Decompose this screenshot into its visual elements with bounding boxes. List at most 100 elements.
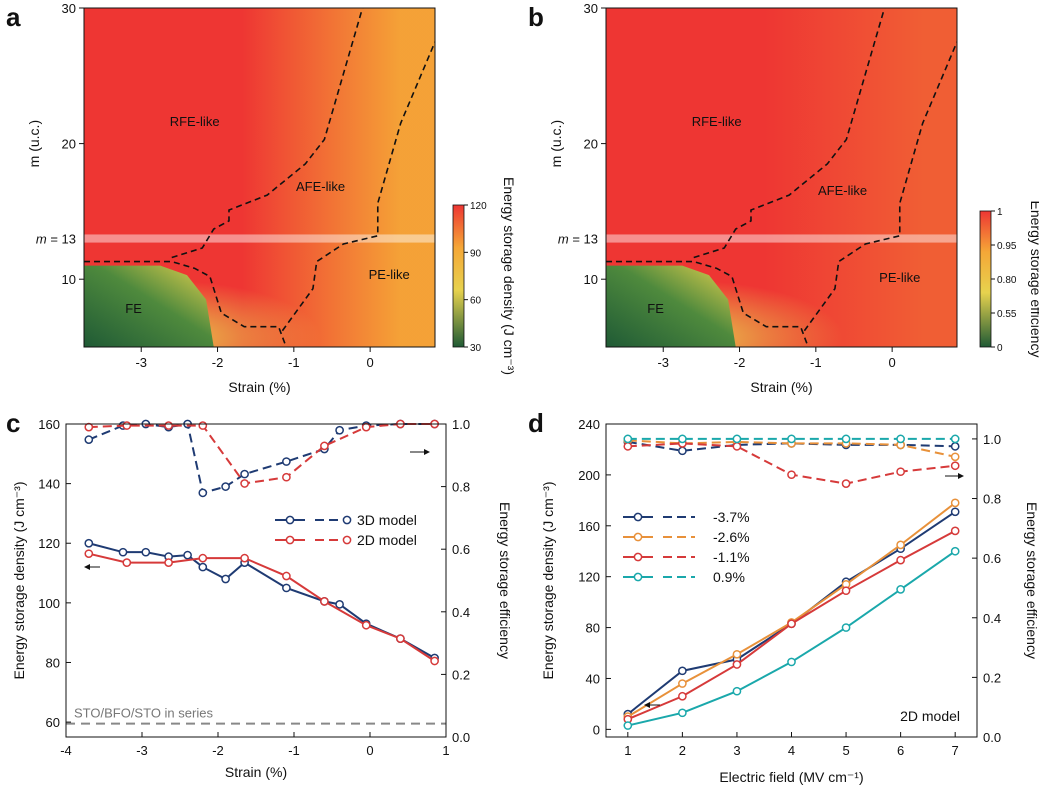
x-tick-label: -2	[212, 355, 224, 370]
y2-tick-label: 1.0	[983, 432, 1001, 447]
y-tick-label: 10	[62, 272, 76, 287]
data-point	[787, 470, 796, 480]
line-chart-c: STO/BFO/STO in series-4 -3 -2 -1 0 1608010012…	[11, 417, 513, 780]
data-point	[221, 574, 230, 584]
y2-tick-label: 1.0	[452, 417, 470, 432]
y-tick-label: 120	[578, 570, 600, 585]
data-point	[678, 434, 687, 444]
colorbar-label: Energy storage density (J cm⁻³)	[501, 177, 517, 375]
colorbar-tick-label: 30	[470, 343, 482, 354]
y2-tick-label: 0.6	[452, 542, 470, 557]
data-point	[732, 660, 742, 669]
y-tick-label: 60	[46, 715, 60, 730]
colorbar-tick-label: 120	[470, 201, 487, 212]
x-tick-label: -3	[135, 355, 147, 370]
data-point	[430, 656, 439, 666]
x-tick-label: 0	[366, 743, 373, 758]
colorbar-tick-label: 0.55	[997, 309, 1017, 320]
x-tick-label: 3	[733, 743, 740, 758]
heatmap-field	[606, 8, 957, 347]
data-point	[896, 555, 905, 565]
highlight-band	[84, 234, 435, 243]
data-point	[84, 549, 94, 559]
x-axis-label: Strain (%)	[225, 764, 287, 780]
plot-frame	[83, 7, 436, 348]
y2-tick-label: 0.8	[452, 480, 470, 495]
colorbar-tick-label: 90	[470, 248, 482, 259]
y2-tick-label: 0.2	[983, 670, 1001, 685]
x-tick-label: 2	[679, 743, 686, 758]
data-point	[84, 435, 94, 444]
y-tick-label: 120	[38, 536, 60, 551]
y-tick-label: 10	[584, 272, 598, 287]
fe-region	[84, 265, 214, 347]
phase-boundary	[171, 8, 364, 259]
y2-tick-label: 0.4	[452, 605, 470, 620]
reference-label: STO/BFO/STO in series	[74, 706, 213, 721]
region-label: RFE-like	[170, 114, 220, 129]
y-tick-label: 160	[38, 417, 60, 432]
data-point	[732, 686, 742, 696]
data-point	[787, 619, 796, 629]
y-axis-label: Energy storage density (J cm⁻³)	[11, 481, 27, 679]
highlight-var: m	[36, 232, 47, 247]
phase-boundary	[693, 8, 886, 259]
panel-letter: d	[528, 408, 544, 438]
legend-marker	[633, 532, 643, 542]
x-tick-label: -2	[212, 743, 224, 758]
data-point	[732, 442, 742, 451]
data-point	[678, 446, 687, 456]
y2-tick-label: 0.8	[983, 492, 1001, 507]
colorbar	[452, 204, 465, 348]
data-point	[282, 571, 291, 581]
data-point	[950, 526, 960, 536]
data-point	[896, 540, 905, 550]
data-point	[787, 434, 796, 444]
data-point	[198, 553, 208, 563]
data-point	[950, 434, 960, 444]
x-tick-label: -3	[136, 743, 148, 758]
y-tick-label: 160	[578, 519, 600, 534]
x-tick-label: -4	[60, 743, 72, 758]
data-point	[678, 666, 687, 676]
y-tick-label: 200	[578, 468, 600, 483]
y-axis-label: m (u.c.)	[26, 120, 42, 167]
data-point	[950, 498, 960, 508]
highlight-var: m	[558, 232, 569, 247]
y2-tick-label: 0.0	[452, 730, 470, 745]
data-point	[841, 586, 851, 596]
data-point	[240, 479, 249, 488]
axis-arrow-right-head	[424, 449, 430, 455]
x-tick-label: -1	[288, 355, 300, 370]
colorbar-label: Energy storage efficiency	[1028, 201, 1039, 358]
y2-tick-label: 0.6	[983, 551, 1001, 566]
data-point	[950, 452, 960, 462]
data-point	[623, 721, 633, 730]
data-point	[335, 599, 344, 609]
series-line	[88, 542, 436, 659]
data-point	[240, 553, 249, 563]
series-line	[88, 423, 435, 485]
y-tick-label: 80	[46, 655, 60, 670]
plot-frame	[605, 7, 958, 348]
y-tick-label: 80	[586, 621, 600, 636]
x-tick-label: 6	[897, 743, 904, 758]
series-line	[627, 510, 956, 715]
annotation: 2D model	[900, 708, 960, 724]
legend-marker	[633, 572, 643, 582]
y-tick-label: 30	[62, 1, 76, 16]
region-label: AFE-like	[296, 179, 345, 194]
data-point	[623, 442, 633, 451]
y2-axis-label: Energy storage efficiency	[1024, 502, 1039, 659]
colorbar	[979, 210, 992, 348]
region-label: RFE-like	[692, 114, 742, 129]
data-point	[623, 434, 633, 444]
data-point	[164, 421, 173, 430]
panel-letter: c	[6, 408, 20, 438]
x-axis-label: Strain (%)	[750, 379, 812, 395]
x-tick-label: 5	[842, 743, 849, 758]
data-point	[282, 472, 291, 482]
region-label: PE-like	[879, 270, 920, 285]
heatmap-a: RFE-like AFE-like FE PE-like -3 -2 -1 0 10 20 30 m …	[26, 1, 517, 395]
panel-letter: a	[6, 2, 21, 32]
